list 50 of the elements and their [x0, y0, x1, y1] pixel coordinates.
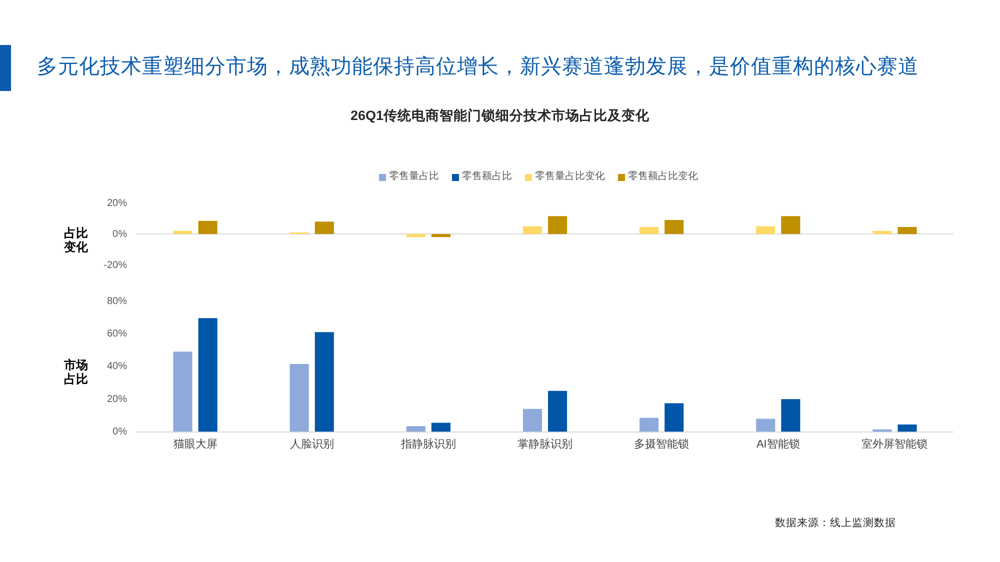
bar	[314, 222, 334, 234]
y-axis-title: 占比变化	[62, 226, 89, 254]
bar	[173, 230, 192, 234]
y-tick-label: 0%	[112, 228, 128, 240]
bar	[664, 403, 684, 432]
legend-label: 零售量占比	[389, 171, 439, 183]
bar	[872, 230, 892, 234]
bar	[173, 352, 192, 432]
x-tick-label: 掌静脉识别	[518, 437, 572, 450]
bar	[314, 332, 334, 432]
y-tick-label: 40%	[106, 361, 128, 372]
x-tick-label: 指静脉识别	[400, 437, 456, 450]
bar	[406, 234, 426, 238]
y-tick-label: 20%	[106, 394, 128, 405]
bar	[781, 399, 800, 432]
bar	[431, 234, 450, 238]
bar	[290, 364, 309, 432]
x-tick-label: 人脸识别	[290, 438, 334, 450]
bar	[198, 318, 218, 432]
chart-subtitle: 26Q1传统电商智能门锁细分技术市场占比及变化	[349, 107, 651, 125]
y-tick-label: 60%	[106, 328, 128, 340]
source-note: 数据来源：线上监测数据	[775, 516, 896, 530]
x-tick-label: AI智能锁	[756, 437, 800, 450]
y-tick-label: 20%	[106, 198, 128, 209]
bar	[756, 418, 776, 432]
bar	[406, 426, 426, 432]
chart-title: 多元化技术重塑细分市场，成熟功能保持高位增长，新兴赛道蓬勃发展，是价值重构的核心赛道	[37, 54, 919, 80]
legend-label: 零售额占比	[462, 171, 512, 183]
bar	[898, 227, 917, 234]
bar	[198, 220, 218, 234]
bar	[640, 418, 659, 432]
bar	[664, 220, 684, 234]
x-tick-label: 多摄智能锁	[634, 437, 690, 450]
y-tick-label: 0%	[112, 426, 128, 438]
y-tick-label: -20%	[104, 260, 128, 271]
bar	[522, 408, 542, 432]
legend-label: 零售量占比变化	[535, 171, 605, 183]
bar	[431, 422, 450, 432]
bar	[781, 216, 800, 234]
bar	[548, 216, 568, 234]
y-tick-label: 80%	[106, 296, 128, 307]
x-tick-label: 猫眼大屏	[173, 437, 218, 450]
bar	[522, 226, 542, 234]
legend-label: 零售额占比变化	[628, 171, 698, 183]
x-tick-label: 室外屏智能锁	[862, 437, 928, 450]
bar	[756, 226, 776, 234]
bar	[548, 390, 568, 432]
y-axis-title: 市场占比	[63, 358, 89, 386]
bar	[640, 227, 659, 234]
bar	[898, 424, 917, 432]
